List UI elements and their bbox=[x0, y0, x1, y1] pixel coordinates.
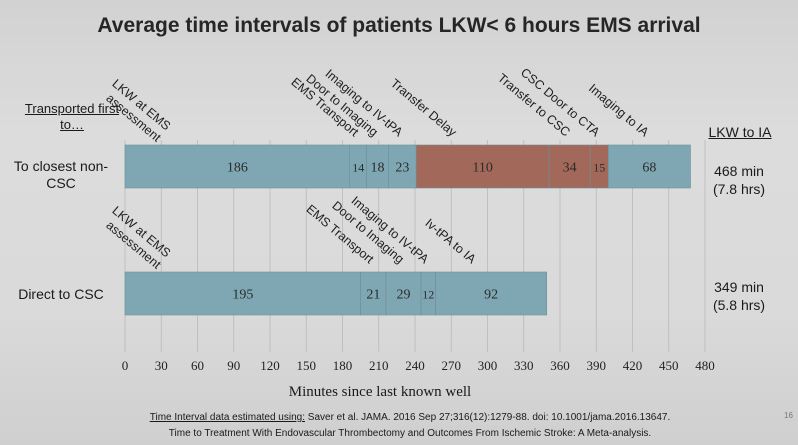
bar-segment bbox=[608, 144, 691, 189]
bar-value-label: 68 bbox=[642, 161, 656, 176]
row-label-non-csc: To closest non-CSC bbox=[13, 158, 109, 191]
total-minutes: 349 min bbox=[714, 279, 764, 295]
bar-value-label: 21 bbox=[366, 288, 380, 303]
bar-value-label: 23 bbox=[395, 161, 409, 176]
bar-value-label: 15 bbox=[593, 161, 605, 175]
x-tick-label: 300 bbox=[478, 358, 498, 373]
x-tick-label: 330 bbox=[514, 358, 534, 373]
footnote-prefix: Time Interval data estimated using: bbox=[149, 412, 305, 423]
x-tick-label: 120 bbox=[260, 358, 280, 373]
footnote-line-2: Time to Treatment With Endovascular Thro… bbox=[168, 428, 652, 439]
bar-value-label: 18 bbox=[371, 161, 385, 176]
total-header: LKW to IA bbox=[708, 124, 772, 140]
bar-value-label: 92 bbox=[484, 288, 498, 303]
x-tick-label: 390 bbox=[587, 358, 607, 373]
footnote-citation[interactable]: Saver et al. JAMA. 2016 Sep 27;316(12):1… bbox=[307, 412, 671, 423]
bar-value-label: 29 bbox=[397, 288, 411, 303]
total-csc: 349 min (5.8 hrs) bbox=[694, 278, 784, 314]
segment-name-label: LKW at EMSassessment bbox=[100, 203, 174, 272]
x-tick-label: 240 bbox=[405, 358, 425, 373]
x-tick-label: 30 bbox=[155, 358, 168, 373]
bar-segment bbox=[548, 144, 591, 189]
x-tick-label: 150 bbox=[297, 358, 317, 373]
x-tick-label: 60 bbox=[191, 358, 204, 373]
bar-segment bbox=[385, 271, 422, 316]
row-label-csc: Direct to CSC bbox=[18, 286, 104, 302]
bar-value-label: 12 bbox=[422, 288, 434, 302]
row-header: Transported first to… bbox=[24, 101, 120, 132]
total-non-csc: 468 min (7.8 hrs) bbox=[694, 162, 784, 198]
total-hours: (5.8 hrs) bbox=[712, 297, 766, 313]
segment-name-label: Iv-tPA to IA bbox=[422, 216, 479, 267]
x-tick-label: 360 bbox=[550, 358, 570, 373]
x-tick-label: 270 bbox=[442, 358, 462, 373]
bar-value-label: 110 bbox=[472, 161, 492, 176]
total-minutes: 468 min bbox=[714, 163, 764, 179]
x-tick-label: 0 bbox=[122, 358, 129, 373]
x-tick-label: 420 bbox=[623, 358, 643, 373]
x-tick-label: 480 bbox=[695, 358, 715, 373]
bar-segment bbox=[435, 271, 548, 316]
bar-value-label: 14 bbox=[352, 161, 364, 175]
x-tick-label: 210 bbox=[369, 358, 389, 373]
bar-segment bbox=[124, 144, 351, 189]
x-tick-label: 180 bbox=[333, 358, 353, 373]
page-number: 16 bbox=[784, 411, 793, 420]
x-tick-label: 90 bbox=[227, 358, 240, 373]
x-axis-label: Minutes since last known well bbox=[288, 384, 472, 400]
bar-value-label: 195 bbox=[232, 288, 253, 303]
chart-title: Average time intervals of patients LKW< … bbox=[97, 14, 701, 37]
bar-segment bbox=[415, 144, 550, 189]
bar-value-label: 186 bbox=[227, 161, 248, 176]
bar-value-label: 34 bbox=[563, 161, 577, 176]
footnote-line-1: Time Interval data estimated using: Save… bbox=[60, 412, 760, 423]
x-tick-label: 450 bbox=[659, 358, 679, 373]
total-hours: (7.8 hrs) bbox=[712, 181, 766, 197]
bar-segment bbox=[124, 271, 361, 316]
bar-segment bbox=[360, 271, 387, 316]
